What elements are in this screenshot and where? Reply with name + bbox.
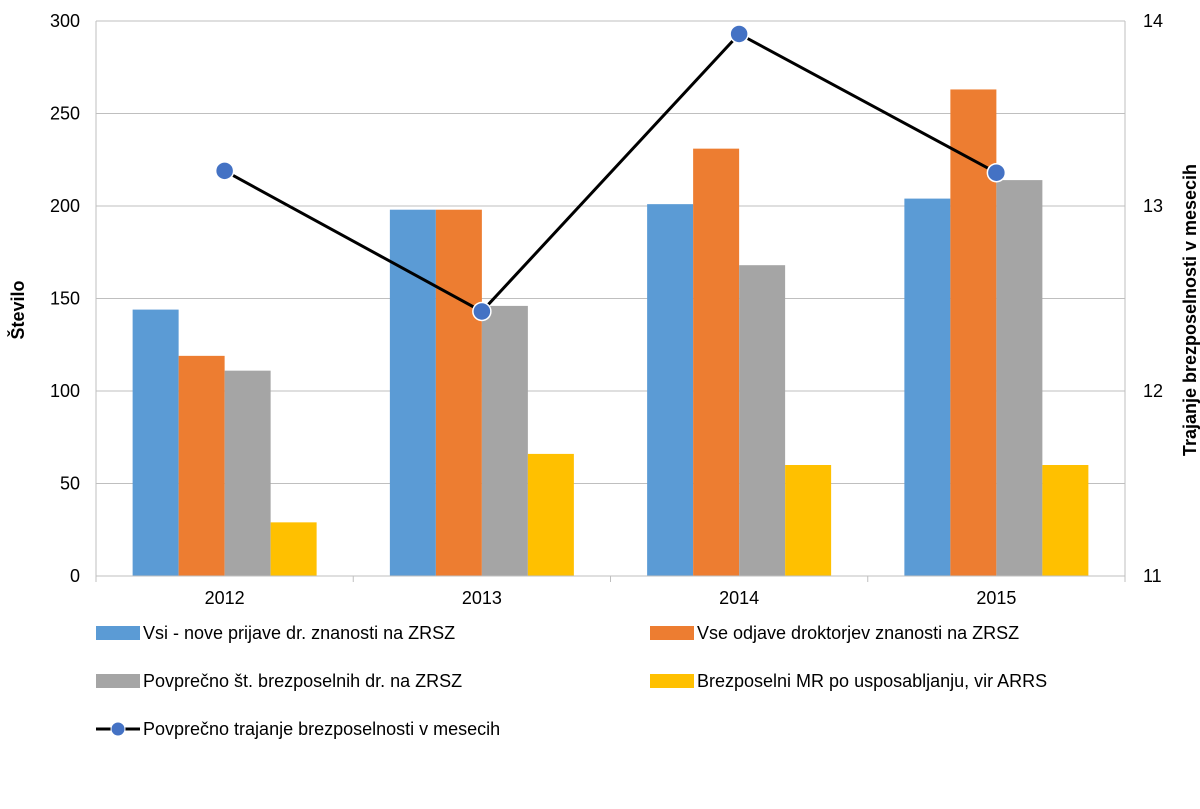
y-axis-right: 11 12 13 14 <box>1143 11 1163 586</box>
legend-label: Vse odjave droktorjev znanosti na ZRSZ <box>697 623 1019 643</box>
bar <box>996 180 1043 576</box>
line-point <box>986 162 1007 183</box>
bar <box>270 522 317 576</box>
bar <box>785 465 832 576</box>
bar <box>178 355 225 576</box>
bar <box>224 370 271 576</box>
x-tick-label: 2015 <box>976 588 1016 608</box>
plot-area <box>132 24 1089 576</box>
bar <box>435 209 482 576</box>
bar <box>389 209 436 576</box>
bar <box>132 309 179 576</box>
line-point <box>472 301 492 322</box>
legend: Vsi - nove prijave dr. znanosti na ZRSZ V… <box>96 623 1047 739</box>
bar <box>647 204 694 576</box>
legend-swatch <box>650 626 694 640</box>
bar <box>950 89 997 576</box>
x-axis: 2012 2013 2014 2015 <box>95 575 1126 608</box>
y-tick-label-left: 100 <box>50 381 80 401</box>
legend-label: Brezposelni MR po usposabljanju, vir ARR… <box>697 671 1047 691</box>
legend-swatch <box>96 626 140 640</box>
y-tick-label-left: 300 <box>50 11 80 31</box>
y-tick-label-left: 150 <box>50 289 80 309</box>
series-line <box>223 32 998 314</box>
legend-marker-swatch <box>110 721 126 737</box>
legend-swatch <box>96 674 140 688</box>
x-tick-label: 2014 <box>719 588 759 608</box>
y-tick-label-right: 12 <box>1143 381 1163 401</box>
legend-label: Povprečno trajanje brezposelnosti v mese… <box>143 719 500 739</box>
bar <box>739 265 786 576</box>
x-tick-label: 2012 <box>205 588 245 608</box>
y-tick-label-left: 200 <box>50 196 80 216</box>
y-tick-label-left: 250 <box>50 104 80 124</box>
legend-swatch <box>650 674 694 688</box>
y-tick-label-right: 11 <box>1143 566 1162 586</box>
y-axis-title-left: Število <box>7 280 28 339</box>
bar <box>693 148 740 576</box>
x-tick-label: 2013 <box>462 588 502 608</box>
legend-label: Povprečno št. brezposelnih dr. na ZRSZ <box>143 671 462 691</box>
line-point <box>214 161 235 181</box>
legend-label: Vsi - nove prijave dr. znanosti na ZRSZ <box>143 623 455 643</box>
y-axis-left: 0 50 100 150 200 250 300 <box>50 11 80 586</box>
y-tick-label-right: 13 <box>1143 196 1163 216</box>
y-tick-label-right: 14 <box>1143 11 1163 31</box>
y-tick-label-left: 50 <box>60 474 80 494</box>
bar <box>904 198 951 576</box>
bar <box>481 305 528 576</box>
y-tick-label-left: 0 <box>70 566 80 586</box>
bar <box>527 453 574 576</box>
bar <box>1042 465 1089 576</box>
line-point <box>729 24 749 44</box>
y-axis-title-right: Trajanje brezposelnosti v mesecih <box>1180 164 1200 456</box>
